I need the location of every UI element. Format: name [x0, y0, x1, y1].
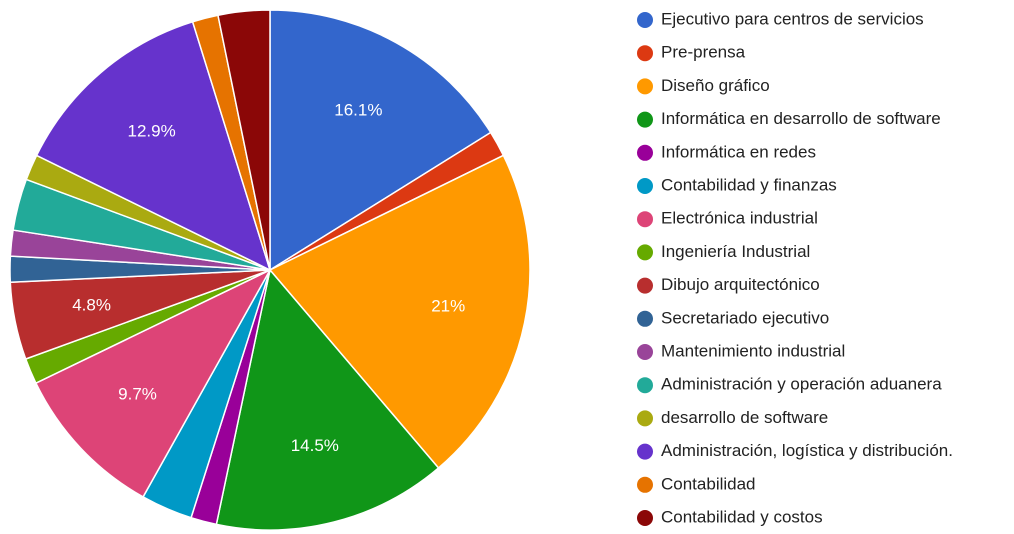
- legend-marker: [637, 277, 653, 294]
- pie-slice: [269, 9, 492, 272]
- legend-marker: [637, 111, 653, 128]
- pie-slice: [34, 268, 272, 498]
- legend-label: Contabilidad y finanzas: [661, 175, 837, 194]
- pie-slice: [217, 9, 271, 271]
- legend-marker: [637, 12, 653, 28]
- value-label: 16.1%: [334, 100, 382, 119]
- pie-slice: [215, 268, 440, 531]
- legend-label: Secretariado ejecutivo: [661, 308, 829, 327]
- legend-label: Pre-prensa: [661, 43, 746, 62]
- legend-marker: [637, 45, 653, 62]
- value-label: 14.5%: [291, 436, 339, 455]
- legend-marker: [637, 144, 653, 161]
- legend-marker: [637, 410, 653, 427]
- value-label: 9.7%: [118, 384, 157, 403]
- legend-label: desarrollo de software: [661, 408, 828, 427]
- pie-slice: [268, 154, 531, 470]
- legend-marker: [637, 510, 653, 526]
- legend-label: Contabilidad y costos: [661, 507, 823, 526]
- legend-marker: [637, 476, 653, 493]
- legend-marker: [637, 443, 653, 460]
- legend-marker: [637, 344, 653, 360]
- legend-marker: [637, 211, 653, 228]
- legend-marker: [637, 178, 653, 194]
- legend-marker: [637, 310, 653, 327]
- value-label: 21%: [431, 296, 465, 315]
- legend-label: Mantenimiento industrial: [661, 341, 845, 360]
- legend-marker: [637, 244, 653, 261]
- legend-label: Administración y operación aduanera: [661, 375, 942, 394]
- legend-label: Ejecutivo para centros de servicios: [661, 9, 924, 28]
- legend-label: Diseño gráfico: [661, 76, 770, 95]
- legend-marker: [637, 78, 653, 95]
- legend-label: Ingeniería Industrial: [661, 242, 810, 261]
- legend-label: Electrónica industrial: [661, 209, 818, 228]
- legend-label: Informática en desarrollo de software: [661, 109, 941, 128]
- value-label: 4.8%: [72, 295, 111, 314]
- legend-label: Administración, logística y distribución…: [661, 441, 953, 460]
- legend-label: Contabilidad: [661, 474, 756, 493]
- legend-label: Dibujo arquitectónico: [661, 275, 820, 294]
- legend-marker: [637, 377, 653, 394]
- legend-label: Informática en redes: [661, 142, 816, 161]
- value-label: 12.9%: [128, 121, 176, 140]
